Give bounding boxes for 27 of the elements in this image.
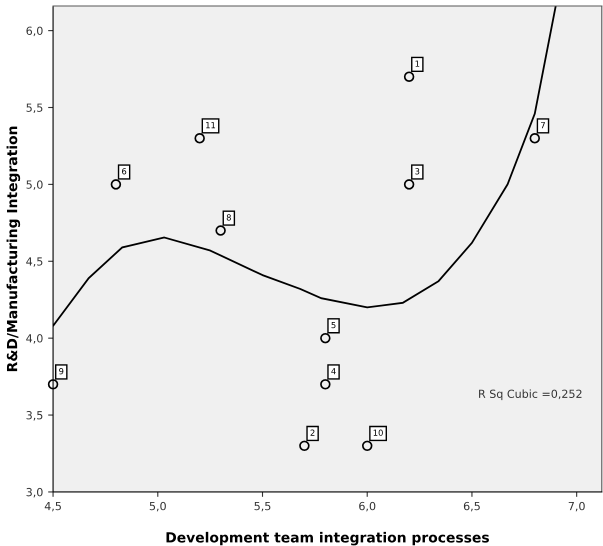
annotation: 9 xyxy=(59,368,64,374)
x-axis-title: Development team integration processes xyxy=(166,532,489,546)
annotation: 7 xyxy=(541,122,545,128)
x-tick-label: 6,5 xyxy=(464,502,480,512)
y-axis-title: R&D/Manufacturing Integration xyxy=(6,126,20,372)
annotation: 2 xyxy=(310,430,314,436)
annotation: 4 xyxy=(331,368,336,374)
x-tick-label: 4,5 xyxy=(44,502,61,512)
y-tick-label: 5,5 xyxy=(26,104,42,114)
annotation: R Sq Cubic =0,252 xyxy=(479,389,582,400)
y-tick-label: 6,0 xyxy=(26,26,43,36)
x-tick-label: 5,5 xyxy=(254,502,270,512)
annotation: 11 xyxy=(206,122,216,128)
y-tick-label: 3,5 xyxy=(26,411,42,421)
y-tick-label: 4,5 xyxy=(26,257,42,267)
x-tick-label: 5,0 xyxy=(150,502,166,512)
y-tick-label: 3,0 xyxy=(26,488,43,498)
x-tick-label: 6,0 xyxy=(359,502,376,512)
annotation: 6 xyxy=(122,168,126,174)
y-tick-label: 4,0 xyxy=(26,334,43,344)
x-tick-label: 7,0 xyxy=(568,502,585,512)
annotation: 1 xyxy=(416,60,420,67)
annotation: 10 xyxy=(374,430,383,436)
annotation: 3 xyxy=(415,168,420,174)
y-tick-label: 5,0 xyxy=(26,180,43,190)
annotation: 5 xyxy=(332,322,336,328)
annotation: 8 xyxy=(226,214,231,221)
